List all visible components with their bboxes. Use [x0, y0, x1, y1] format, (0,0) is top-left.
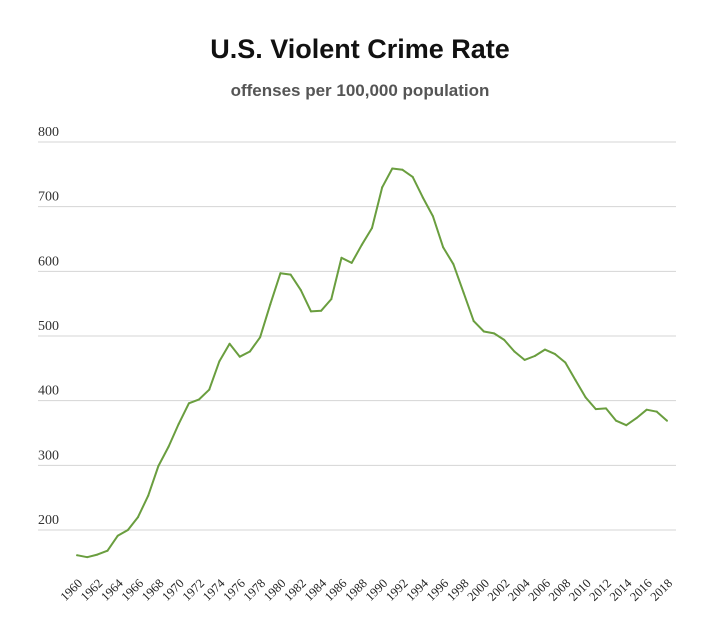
y-tick-label: 800	[38, 125, 59, 140]
data-point	[493, 332, 496, 335]
chart-subtitle: offenses per 100,000 population	[230, 81, 490, 100]
data-point	[218, 360, 221, 363]
data-point	[208, 388, 211, 391]
data-point	[106, 549, 109, 552]
data-point	[533, 355, 536, 358]
y-tick-label: 300	[38, 448, 59, 463]
data-point	[635, 417, 638, 420]
data-point	[177, 422, 180, 425]
data-point	[442, 246, 445, 249]
x-axis-ticks: 1960196219641966196819701972197419761978…	[58, 576, 676, 604]
data-point	[126, 529, 129, 531]
data-point	[228, 342, 231, 345]
data-point	[391, 167, 394, 170]
x-tick-label: 2018	[648, 576, 676, 604]
data-point	[452, 263, 455, 266]
data-point	[96, 553, 99, 556]
data-point	[259, 336, 262, 339]
data-point	[269, 303, 272, 306]
y-tick-label: 500	[38, 319, 59, 334]
data-point	[584, 396, 587, 399]
data-point	[543, 348, 546, 351]
data-point	[472, 320, 475, 323]
data-point	[248, 350, 251, 353]
data-point	[289, 273, 292, 276]
series-line	[76, 167, 668, 559]
data-point	[462, 291, 465, 294]
data-point	[340, 256, 343, 259]
series-layer	[76, 167, 668, 559]
data-point	[503, 338, 506, 341]
data-point	[137, 516, 140, 519]
data-point	[309, 310, 312, 313]
data-point	[76, 554, 78, 557]
data-point	[615, 419, 618, 422]
data-point	[360, 243, 363, 246]
y-tick-label: 600	[38, 254, 59, 269]
data-point	[147, 494, 150, 497]
data-point	[238, 355, 241, 358]
data-point	[421, 196, 424, 199]
data-point	[299, 289, 302, 292]
data-point	[350, 261, 353, 264]
data-point	[645, 408, 648, 411]
y-axis-ticks: 200 300 400 500 600 700 800	[38, 125, 59, 528]
data-point	[187, 402, 190, 405]
data-point	[167, 445, 170, 448]
gridlines	[38, 141, 676, 531]
data-point	[655, 410, 658, 413]
y-tick-label: 400	[38, 384, 59, 399]
data-point	[604, 407, 607, 410]
data-point	[564, 361, 567, 364]
data-point	[666, 419, 668, 422]
data-point	[401, 168, 404, 171]
data-point	[157, 464, 160, 467]
data-point	[330, 298, 333, 301]
data-point	[381, 186, 384, 189]
data-point	[116, 534, 119, 537]
chart-title: U.S. Violent Crime Rate	[210, 34, 510, 64]
data-point	[432, 215, 435, 218]
data-point	[411, 175, 414, 178]
data-point	[594, 408, 597, 411]
y-tick-label: 700	[38, 190, 59, 205]
data-point	[279, 272, 282, 275]
data-point	[320, 309, 323, 312]
data-point	[554, 353, 557, 356]
data-point	[482, 330, 485, 333]
data-point	[198, 398, 201, 401]
data-point	[86, 556, 89, 559]
data-point	[523, 358, 526, 361]
data-point	[371, 227, 373, 230]
data-point	[625, 424, 628, 427]
data-point	[513, 350, 516, 353]
y-tick-label: 200	[38, 513, 59, 528]
data-point	[574, 378, 577, 381]
